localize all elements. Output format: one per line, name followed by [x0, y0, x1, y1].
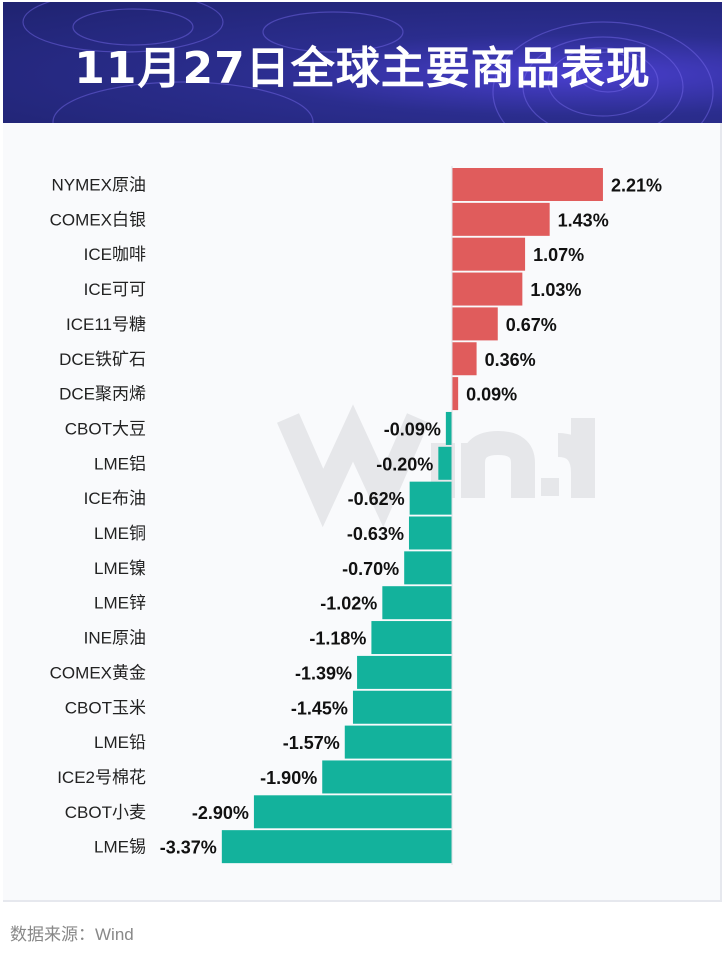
bar — [253, 795, 452, 829]
category-label: ICE可可 — [84, 280, 146, 299]
category-label: NYMEX原油 — [52, 176, 146, 195]
category-label: DCE铁矿石 — [59, 350, 146, 369]
bar — [357, 655, 452, 689]
category-label: INE原油 — [84, 629, 146, 648]
contour-background — [22, 2, 714, 123]
category-label: LME铝 — [94, 454, 146, 473]
bar-chart: NYMEX原油 2.21% COMEX白银 1.43% ICE咖啡 1.07% ICE可可 1… — [50, 166, 662, 865]
value-label: -0.20% — [376, 454, 433, 474]
bar — [452, 377, 459, 411]
category-label: COMEX黄金 — [50, 663, 146, 682]
value-label: -2.90% — [192, 803, 249, 823]
bar — [371, 621, 452, 655]
bar — [322, 760, 452, 794]
category-label: ICE咖啡 — [84, 245, 146, 264]
value-label: 0.09% — [466, 385, 517, 405]
category-label: ICE11号糖 — [66, 315, 146, 334]
category-label: LME镍 — [94, 559, 146, 578]
bar — [452, 272, 523, 306]
bar — [452, 237, 526, 271]
category-label: ICE2号棉花 — [57, 768, 146, 787]
value-label: 1.03% — [530, 280, 581, 300]
header-banner: 11月27日全球主要商品表现 — [3, 2, 722, 123]
bar — [408, 516, 452, 550]
value-label: -0.62% — [348, 489, 405, 509]
value-label: -1.90% — [260, 768, 317, 788]
bar — [409, 481, 452, 515]
chart-card: NYMEX原油 2.21% COMEX白银 1.43% ICE咖啡 1.07% ICE可可 1… — [3, 123, 722, 902]
value-label: -1.45% — [291, 698, 348, 718]
bar — [344, 725, 452, 759]
category-label: LME铅 — [94, 733, 146, 752]
category-label: CBOT大豆 — [65, 419, 146, 438]
value-label: 0.67% — [506, 315, 557, 335]
value-label: -1.57% — [283, 733, 340, 753]
value-label: -3.37% — [160, 838, 217, 858]
bar — [452, 202, 550, 236]
data-source: 数据来源：Wind — [10, 925, 134, 944]
value-label: -1.18% — [309, 629, 366, 649]
bar — [452, 307, 498, 341]
page-title: 11月27日全球主要商品表现 — [74, 43, 651, 94]
bar — [352, 690, 452, 724]
bar — [404, 551, 452, 585]
category-label: COMEX白银 — [50, 210, 146, 229]
value-label: -0.09% — [384, 419, 441, 439]
category-label: CBOT玉米 — [65, 698, 146, 717]
bar — [452, 342, 477, 376]
bar — [221, 830, 452, 864]
category-label: LME锌 — [94, 594, 146, 613]
category-label: ICE布油 — [84, 489, 146, 508]
value-label: -0.70% — [342, 559, 399, 579]
category-label: CBOT小麦 — [65, 803, 146, 822]
category-label: LME锡 — [94, 838, 146, 857]
bar — [382, 586, 452, 620]
bar — [438, 446, 452, 480]
value-label: 1.43% — [558, 210, 609, 230]
bar — [445, 411, 452, 445]
value-label: 0.36% — [485, 350, 536, 370]
category-label: DCE聚丙烯 — [59, 385, 146, 404]
value-label: 1.07% — [533, 245, 584, 265]
value-label: -1.39% — [295, 663, 352, 683]
bar — [452, 168, 603, 201]
value-label: -0.63% — [347, 524, 404, 544]
category-label: LME铜 — [94, 524, 146, 543]
value-label: 2.21% — [611, 176, 662, 196]
value-label: -1.02% — [320, 594, 377, 614]
